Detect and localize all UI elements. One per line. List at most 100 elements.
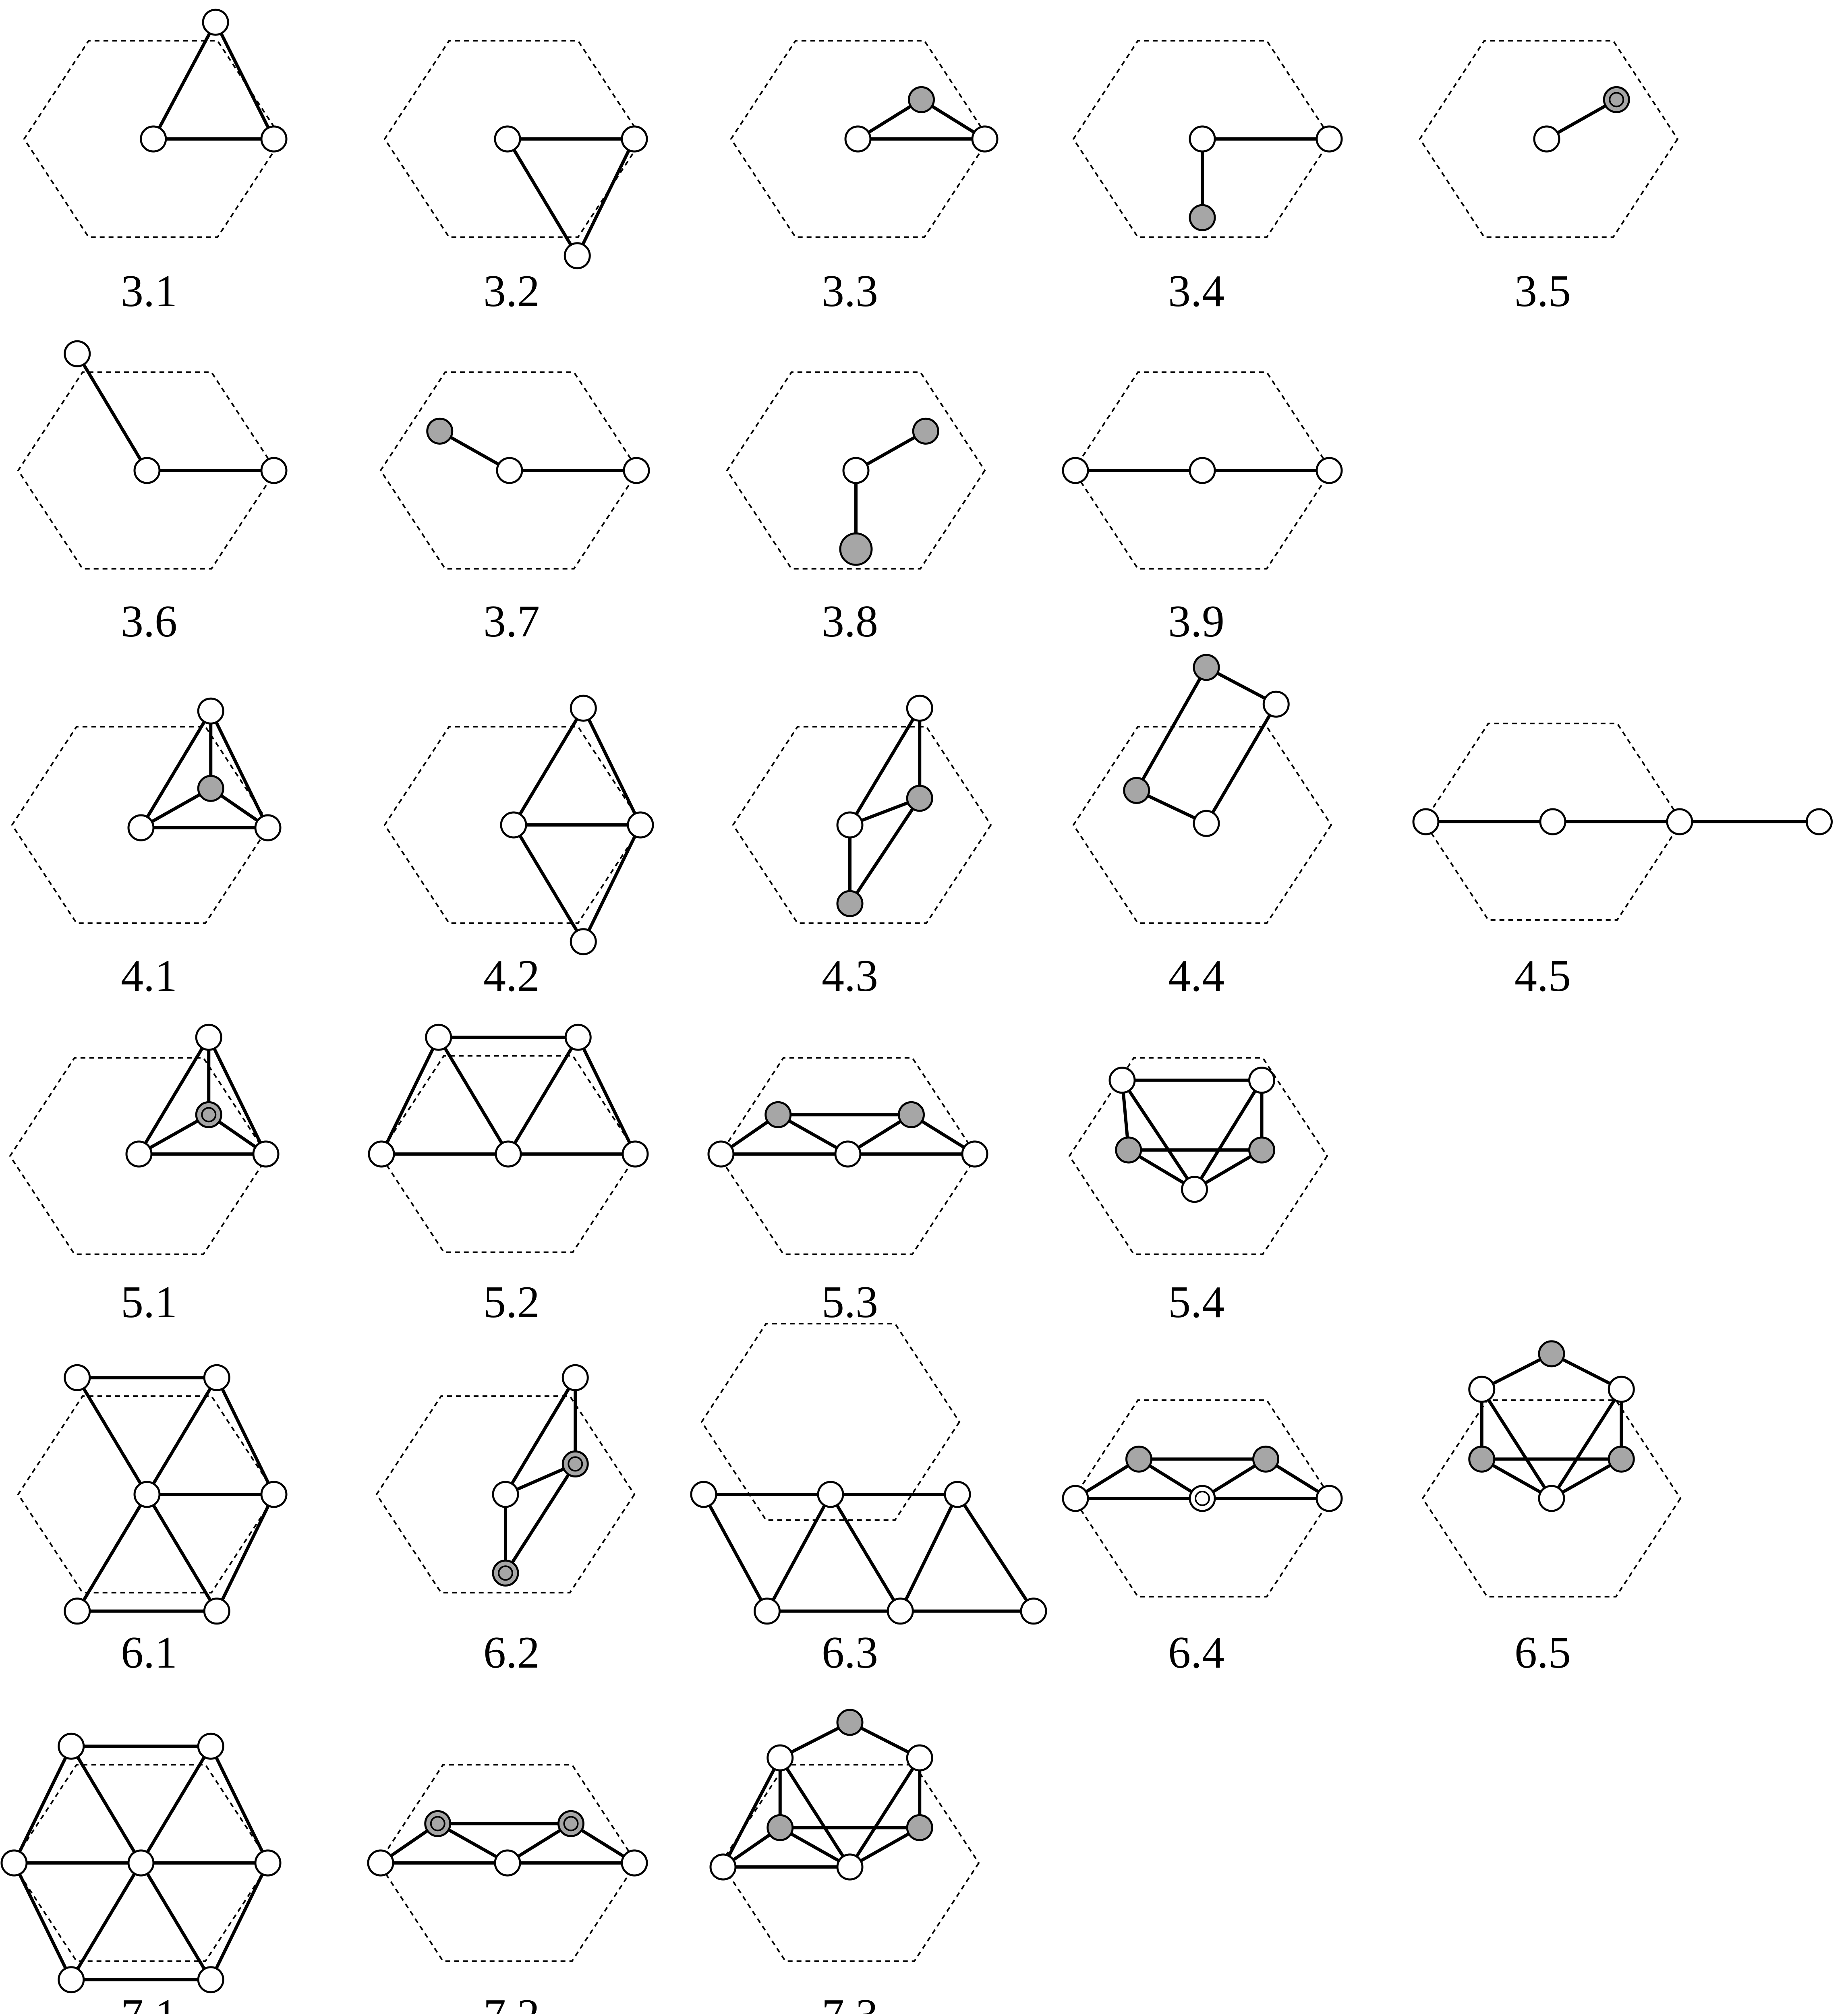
white-node [133,1481,161,1508]
white-node [64,1364,91,1391]
white-node [690,1481,717,1508]
white-node [1666,808,1693,835]
edge [137,1036,211,1156]
gray-node [764,1101,792,1128]
configuration-5-2: 5.2 [368,1024,649,1327]
white-node [367,1849,394,1877]
edge [721,1756,782,1869]
configuration-4-1: 4.1 [11,697,282,1001]
dashed-hexagon [730,40,990,238]
white-node [1189,125,1216,153]
white-node [1062,457,1089,484]
white-node [1193,810,1220,837]
edge [576,1036,637,1156]
dashed-hexagon [1068,1057,1328,1255]
gray-node [1538,1340,1565,1368]
edge [75,1376,149,1496]
gray-node [1123,777,1150,804]
edge [207,1036,267,1156]
node-ring [1195,1491,1210,1506]
white-node [254,814,282,841]
configuration-label: 3.5 [1514,266,1571,316]
dashed-hexagon [1421,1399,1682,1598]
gray-node [197,775,224,802]
edge [504,1462,577,1575]
gray-node [1603,86,1630,113]
edge [1135,665,1208,792]
node-ring [563,1816,579,1832]
white-node [195,1024,222,1051]
gray-node [898,1101,925,1128]
configuration-6-3: 6.3 [690,1323,1047,1678]
white-node [252,1140,280,1168]
configuration-label: 6.5 [1514,1628,1571,1678]
edge [702,1493,769,1613]
white-node [58,1732,85,1760]
white-node [1539,808,1566,835]
white-node [961,1140,988,1168]
edge [1121,1078,1196,1191]
white-node [64,340,91,367]
white-node [197,1732,224,1760]
white-node [564,1024,592,1051]
edge [12,1745,73,1865]
configuration-label: 4.1 [121,951,177,1001]
configuration-label: 4.4 [1168,951,1224,1001]
white-node [1062,1485,1089,1512]
configuration-label: 3.3 [822,266,878,316]
configuration-3-8: 3.8 [726,371,986,646]
edge [848,707,922,827]
gray-node [492,1559,519,1587]
white-node [1316,457,1343,484]
white-node [1412,808,1440,835]
edge [12,1861,73,1981]
white-node [203,1598,230,1625]
edge [765,1493,832,1613]
edge [778,1756,851,1869]
gray-node [195,1101,222,1128]
white-node [627,811,654,839]
white-node [260,1481,288,1508]
edge [214,21,276,141]
white-node [1108,1067,1136,1094]
gray-node [1248,1136,1275,1164]
white-node [1248,1067,1275,1094]
dashed-hexagon [1072,726,1332,924]
node-ring [430,1816,445,1832]
gray-node [906,1814,933,1841]
white-node [127,814,155,841]
configuration-4-3: 4.3 [732,694,992,1001]
edge [829,1493,902,1613]
gray-node [561,1450,589,1477]
white-node [1189,1485,1216,1512]
white-node [197,1966,224,1993]
white-node [1316,125,1343,153]
white-node [500,811,527,839]
edge [139,709,213,829]
dashed-hexagon [700,1323,961,1521]
configuration-6-4: 6.4 [1062,1399,1343,1678]
configuration-5-4: 5.4 [1068,1057,1328,1327]
edge [69,1861,143,1981]
gray-node [1189,204,1216,231]
white-node [1468,1376,1496,1403]
white-node [1538,1485,1565,1512]
gray-node [1252,1445,1279,1473]
gray-node [1193,654,1220,681]
configuration-label: 4.3 [822,951,878,1001]
configuration-label: 3.4 [1168,266,1224,316]
node-ring [1609,92,1624,108]
white-node [767,1744,794,1772]
gray-node [839,532,873,566]
white-node [561,1364,589,1391]
configuration-label: 5.1 [121,1277,177,1327]
edge [75,352,149,472]
configuration-3-5: 3.5 [1419,40,1679,316]
white-node [1533,125,1560,153]
edge [145,1376,219,1496]
configuration-7-3: 7.3 [709,1709,980,2014]
edge [1480,1388,1553,1500]
white-node [58,1966,85,1993]
white-node [495,1140,522,1168]
